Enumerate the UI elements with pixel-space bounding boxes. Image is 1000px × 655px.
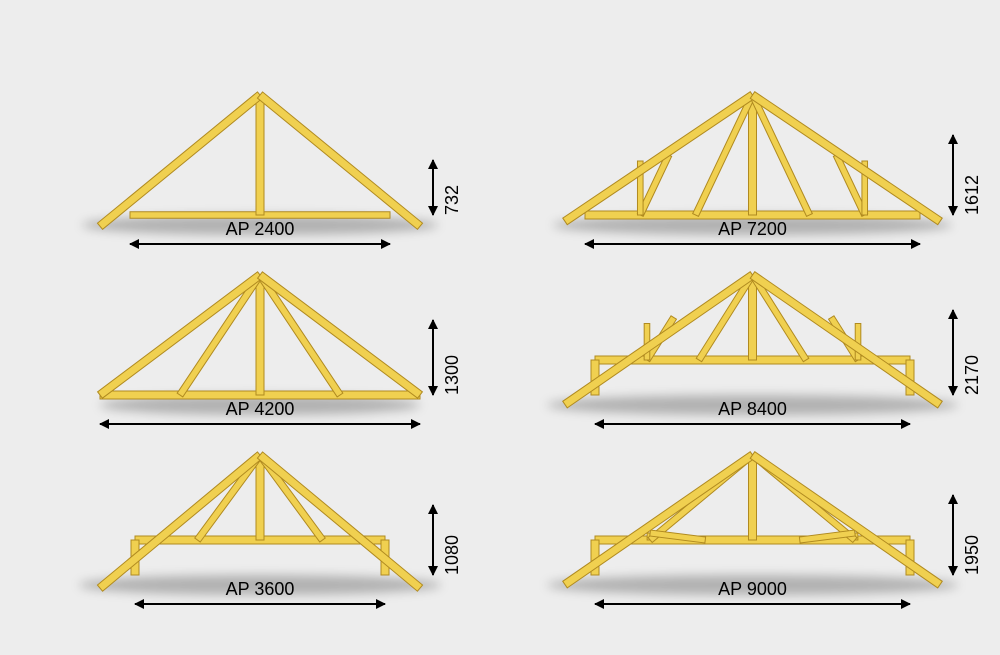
height-label: 1300	[442, 320, 463, 395]
height-arrow	[432, 505, 434, 575]
height-label: 1612	[962, 135, 983, 215]
height-label: 2170	[962, 310, 983, 395]
height-label: 1950	[962, 495, 983, 575]
width-label: AP 3600	[100, 579, 420, 600]
truss-cell-ap9000: AP 9000 1950	[525, 415, 980, 655]
height-arrow	[952, 310, 954, 395]
width-label: AP 9000	[565, 579, 940, 600]
height-arrow	[432, 320, 434, 395]
height-arrow	[952, 495, 954, 575]
width-arrow	[135, 603, 385, 605]
width-arrow	[595, 603, 910, 605]
truss-cell-ap3600: AP 3600 1080	[60, 415, 460, 655]
height-label: 1080	[442, 505, 463, 575]
height-arrow	[952, 135, 954, 215]
height-arrow	[432, 160, 434, 215]
height-label: 732	[442, 160, 463, 215]
